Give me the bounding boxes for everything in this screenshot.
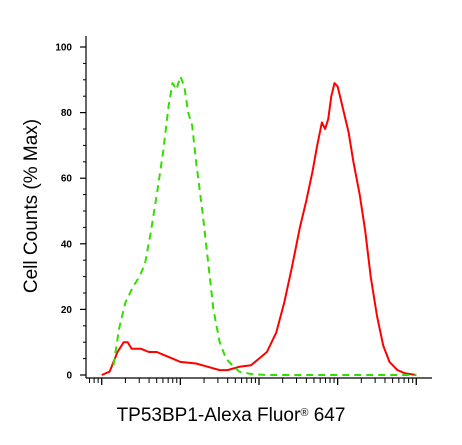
x-axis-title-main: TP53BP1-Alexa Fluor — [117, 405, 301, 426]
series-line-red — [101, 82, 417, 376]
y-tick-label-40: 40 — [61, 239, 73, 250]
x-axis-title: TP53BP1-Alexa Fluor® 647 — [117, 405, 346, 426]
series-line-green — [112, 75, 417, 376]
y-tick-label-100: 100 — [55, 43, 72, 54]
series-layer — [101, 75, 417, 376]
y-axis-title: Cell Counts (% Max) — [21, 119, 42, 293]
x-axis-title-reg: ® — [300, 407, 308, 419]
y-tick-label-20: 20 — [61, 305, 73, 316]
x-axis-title-tail: 647 — [308, 405, 345, 426]
axes-layer — [80, 36, 432, 385]
labels-layer: 0 20 40 60 80 100 Cell Counts (% Max) TP53BP1-A… — [21, 43, 345, 427]
y-tick-label-80: 80 — [61, 108, 73, 119]
y-tick-label-60: 60 — [61, 174, 73, 185]
y-tick-label-0: 0 — [66, 371, 72, 382]
